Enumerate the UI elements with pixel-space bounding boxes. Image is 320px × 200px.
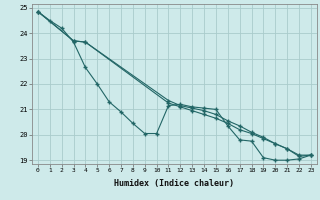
X-axis label: Humidex (Indice chaleur): Humidex (Indice chaleur) — [115, 179, 234, 188]
